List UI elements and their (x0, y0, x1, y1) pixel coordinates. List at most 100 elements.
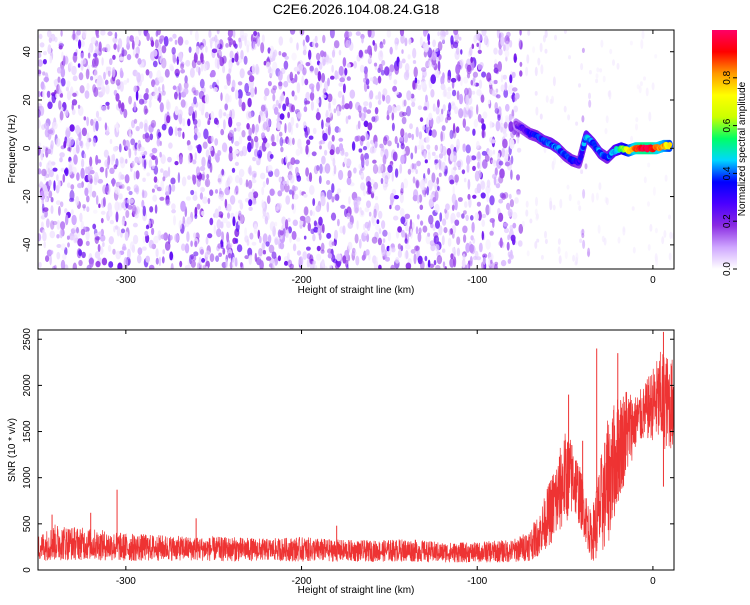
noise-blob (442, 218, 447, 226)
noise-blob (56, 174, 59, 182)
noise-blob (259, 260, 264, 269)
noise-blob (251, 179, 257, 184)
noise-blob (229, 50, 234, 59)
noise-blob (260, 42, 265, 54)
noise-blob (221, 231, 225, 242)
noise-blob (374, 196, 379, 201)
noise-blob (204, 93, 210, 105)
noise-blob (477, 161, 480, 169)
noise-blob (207, 233, 213, 239)
noise-blob (170, 177, 176, 185)
noise-blob (368, 101, 372, 109)
noise-blob (181, 243, 186, 251)
noise-blob (240, 262, 243, 268)
noise-blob (58, 45, 63, 50)
noise-blob (158, 256, 162, 267)
noise-blob (269, 49, 273, 59)
noise-blob (283, 60, 289, 70)
noise-blob (433, 235, 439, 245)
noise-blob (228, 116, 233, 128)
noise-blob (93, 69, 99, 81)
noise-blob (400, 34, 405, 44)
noise-blob (426, 186, 430, 196)
noise-blob (279, 230, 284, 236)
noise-blob (101, 57, 104, 66)
noise-blob (516, 147, 522, 153)
noise-blob (60, 167, 65, 172)
noise-blob (229, 109, 233, 119)
noise-blob (86, 82, 90, 91)
noise-blob (327, 253, 333, 259)
noise-blob (503, 222, 509, 227)
noise-blob (401, 229, 405, 238)
x-tick-label: -200 (292, 576, 312, 587)
noise-blob (470, 56, 474, 64)
noise-blob (56, 251, 61, 260)
noise-blob (139, 121, 144, 129)
noise-blob (344, 103, 350, 110)
noise-blob (312, 127, 317, 135)
noise-blob (406, 105, 411, 117)
noise-blob (465, 144, 471, 154)
gap-blob (622, 227, 626, 236)
noise-blob (59, 110, 64, 121)
noise-blob (71, 65, 77, 76)
noise-blob (471, 43, 475, 50)
noise-blob (148, 93, 153, 101)
noise-blob (43, 51, 47, 56)
noise-blob (55, 137, 61, 147)
noise-blob (141, 246, 147, 251)
noise-blob (387, 231, 392, 242)
noise-blob (38, 52, 42, 59)
noise-blob (177, 172, 181, 184)
noise-blob (115, 211, 119, 223)
gap-blob (602, 75, 606, 83)
noise-blob (38, 233, 42, 242)
noise-blob (131, 244, 136, 253)
noise-blob (144, 135, 151, 143)
noise-blob (126, 54, 132, 61)
noise-blob (512, 211, 518, 220)
noise-blob (321, 72, 326, 83)
noise-blob (428, 60, 432, 68)
noise-blob (245, 91, 251, 97)
gap-blob (668, 214, 671, 220)
noise-blob (60, 30, 63, 37)
noise-blob (235, 89, 239, 100)
noise-blob (476, 151, 482, 162)
noise-blob (329, 264, 333, 269)
gap-blob (568, 194, 572, 202)
noise-blob (45, 255, 50, 262)
noise-blob (312, 233, 316, 242)
noise-blob (218, 50, 223, 56)
noise-blob (248, 206, 253, 211)
noise-blob (382, 38, 386, 45)
noise-blob (194, 127, 199, 133)
gap-blob (608, 89, 612, 100)
noise-blob (355, 255, 360, 266)
noise-blob (262, 233, 268, 244)
gap-blob (638, 85, 642, 94)
noise-blob (64, 168, 69, 175)
noise-blob (224, 198, 228, 209)
noise-blob (101, 257, 108, 266)
noise-blob (174, 161, 179, 166)
noise-blob (133, 101, 137, 112)
noise-blob (451, 204, 455, 211)
noise-blob (143, 159, 147, 170)
noise-blob (189, 67, 195, 78)
noise-blob (159, 196, 165, 201)
noise-blob (218, 108, 223, 119)
noise-blob (84, 187, 89, 197)
gap-blob (648, 111, 652, 122)
noise-blob (220, 194, 224, 202)
noise-blob (453, 41, 459, 49)
noise-blob (46, 90, 51, 98)
noise-blob (226, 221, 231, 229)
noise-blob (466, 263, 470, 269)
noise-blob (404, 63, 410, 73)
noise-blob (157, 230, 162, 241)
noise-blob (285, 96, 290, 107)
noise-blob (387, 164, 393, 173)
noise-blob (236, 124, 241, 132)
